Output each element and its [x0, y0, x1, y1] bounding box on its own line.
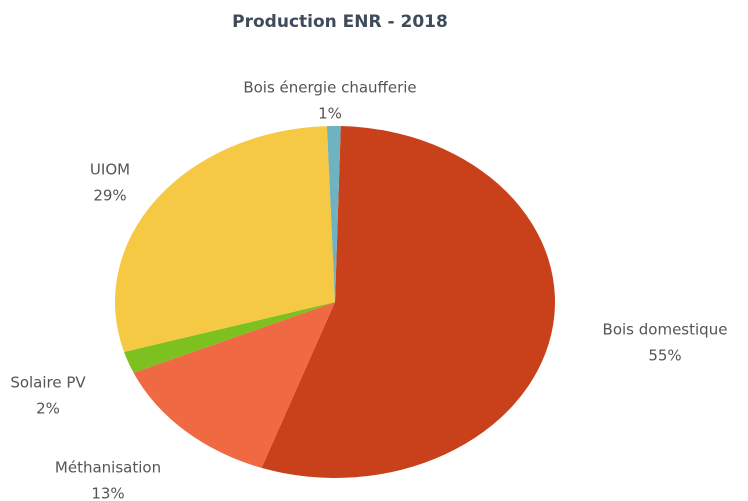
slice-value-label: 13%: [91, 485, 124, 501]
slice-value-label: 2%: [36, 400, 60, 418]
pie-slice: [326, 126, 341, 303]
slice-label: Bois énergie chaufferie: [243, 79, 416, 97]
slice-label: Bois domestique: [603, 321, 728, 339]
slice-value-label: 29%: [93, 187, 126, 205]
slice-label: Méthanisation: [55, 459, 161, 477]
pie-slice: [115, 126, 336, 352]
chart-title: Production ENR - 2018: [232, 12, 448, 32]
slice-value-label: 55%: [648, 347, 681, 365]
pie-slice: [124, 302, 335, 373]
pie-slice: [261, 126, 555, 478]
slice-value-label: 1%: [318, 105, 342, 123]
slice-label: Solaire PV: [10, 374, 86, 392]
slice-label: UIOM: [90, 161, 130, 179]
pie-slice: [133, 302, 335, 468]
